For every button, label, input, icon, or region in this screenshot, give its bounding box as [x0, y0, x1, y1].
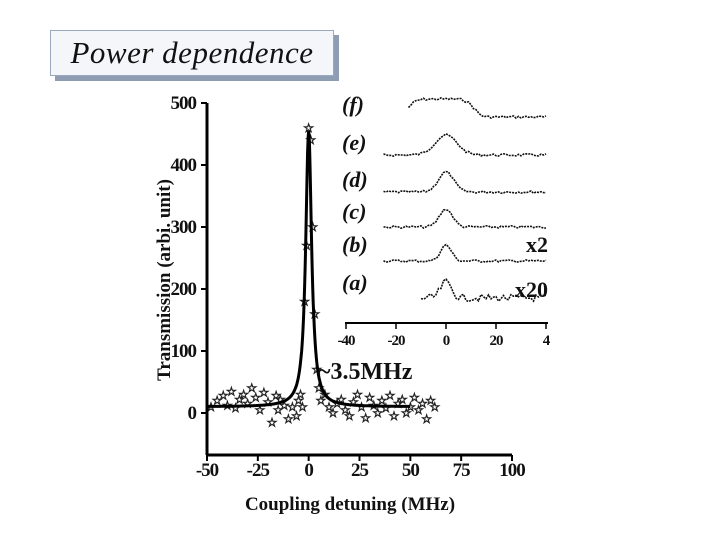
main-y-tick-label: 100 — [171, 341, 197, 362]
main-y-label: Transmission (arbi. unit) — [154, 179, 175, 381]
inset-x-tick-label: 0 — [443, 333, 450, 349]
main-x-tick-label: 75 — [453, 460, 471, 481]
fwhm-annotation: ~3.5MHz — [318, 359, 413, 385]
inset-trace — [420, 278, 546, 303]
main-x-tick-label: 50 — [402, 460, 420, 481]
main-data-point: ☆ — [429, 400, 440, 414]
inset-trace-label: (e) — [342, 130, 366, 155]
main-data-point: ☆ — [413, 403, 424, 417]
inset-trace-label: (b) — [342, 232, 368, 257]
main-data-point: ☆ — [313, 381, 324, 395]
main-data-point: ☆ — [263, 395, 274, 409]
main-plot: ☆☆☆☆☆☆☆☆☆☆☆☆☆☆☆☆☆☆☆☆☆☆☆☆☆☆☆☆☆☆☆☆☆☆☆☆☆☆☆☆… — [154, 93, 526, 515]
inset-traces — [383, 97, 547, 303]
main-x-tick-label: 0 — [304, 460, 313, 481]
main-fit-curve — [207, 130, 411, 408]
main-data-point: ☆ — [421, 412, 432, 426]
main-data-point: ☆ — [283, 412, 294, 426]
main-y-tick-label: 200 — [171, 279, 197, 300]
inset-trace-label: (a) — [342, 270, 368, 295]
main-x-tick-label: -25 — [247, 460, 270, 481]
inset-x-tick-label: 20 — [490, 333, 504, 349]
main-data-point: ☆ — [226, 384, 237, 398]
inset-multiplier-label: x20 — [515, 277, 548, 302]
inset-trace — [383, 170, 547, 195]
main-data-point: ☆ — [376, 394, 387, 408]
main-data-point: ☆ — [409, 391, 420, 405]
inset-trace-label: (f) — [342, 92, 364, 117]
main-data-point: ☆ — [340, 403, 351, 417]
inset-plot: (f) (e) (d) (c) (b) x2 (a) x20 -40 -20 0 20 4 — [333, 84, 553, 349]
main-y-tick-label: 0 — [188, 403, 197, 424]
inset-x-ticks: -40 -20 0 20 4 — [338, 323, 552, 349]
slide-title-box: Power dependence — [50, 30, 334, 76]
main-x-tick-label: 100 — [499, 460, 525, 481]
main-x-tick-label: -50 — [196, 460, 219, 481]
main-data-point: ☆ — [259, 386, 270, 400]
main-data-point: ☆ — [352, 387, 363, 401]
main-data-point: ☆ — [267, 415, 278, 429]
main-data-point: ☆ — [417, 397, 428, 411]
main-data-point: ☆ — [344, 409, 355, 423]
main-data-point: ☆ — [234, 392, 245, 406]
main-data-point: ☆ — [328, 406, 339, 420]
main-x-tick-label: 25 — [351, 460, 369, 481]
main-data-point: ☆ — [291, 409, 302, 423]
main-data-point: ☆ — [293, 394, 304, 408]
main-data-point: ☆ — [271, 389, 282, 403]
main-data-point: ☆ — [360, 411, 371, 425]
main-data-point: ☆ — [246, 381, 257, 395]
main-data-point: ☆ — [425, 394, 436, 408]
inset-x-tick-label: 4 — [543, 333, 551, 349]
main-data-point: ☆ — [238, 387, 249, 401]
main-data-point: ☆ — [364, 391, 375, 405]
inset-trace — [383, 132, 547, 158]
slide-title: Power dependence — [70, 35, 314, 70]
inset-trace-label: (d) — [342, 167, 368, 192]
main-data-point: ☆ — [385, 389, 396, 403]
main-data-point: ☆ — [242, 397, 253, 411]
main-data-point: ☆ — [336, 392, 347, 406]
main-y-tick-label: 300 — [171, 217, 197, 238]
main-data-point: ☆ — [303, 121, 314, 135]
main-data-point: ☆ — [324, 400, 335, 414]
main-y-ticks: 0 100 200 300 400 500 — [171, 93, 207, 424]
main-data-point: ☆ — [381, 401, 392, 415]
inset-multiplier-label: x2 — [526, 232, 548, 257]
main-x-ticks: -50 -25 0 25 50 75 100 — [196, 455, 526, 481]
main-data-point: ☆ — [295, 387, 306, 401]
main-y-tick-label: 500 — [171, 93, 197, 114]
main-data-point: ☆ — [218, 389, 229, 403]
inset-trace — [407, 97, 547, 120]
main-data-point: ☆ — [230, 401, 241, 415]
inset-trace-labels: (f) (e) (d) (c) (b) x2 (a) x20 — [342, 92, 548, 302]
main-data-point: ☆ — [254, 403, 265, 417]
main-data-point: ☆ — [273, 403, 284, 417]
main-data-point: ☆ — [212, 394, 223, 408]
main-y-tick-label: 400 — [171, 155, 197, 176]
main-data-point: ☆ — [250, 391, 261, 405]
main-data-point: ☆ — [287, 400, 298, 414]
main-data-point: ☆ — [393, 397, 404, 411]
main-x-label: Coupling detuning (MHz) — [245, 494, 455, 515]
inset-x-tick-label: -40 — [338, 333, 355, 349]
main-data-point: ☆ — [372, 406, 383, 420]
main-data-point: ☆ — [315, 394, 326, 408]
main-data-point: ☆ — [397, 392, 408, 406]
main-data-point: ☆ — [401, 406, 412, 420]
inset-trace — [383, 243, 547, 264]
main-data-point: ☆ — [348, 395, 359, 409]
inset-x-tick-label: -20 — [388, 333, 405, 349]
main-data-point: ☆ — [279, 399, 290, 413]
main-data-point: ☆ — [405, 400, 416, 414]
main-data-point: ☆ — [275, 392, 286, 406]
inset-trace-label: (c) — [342, 199, 366, 224]
main-data-point: ☆ — [389, 409, 400, 423]
main-data-point: ☆ — [297, 400, 308, 414]
